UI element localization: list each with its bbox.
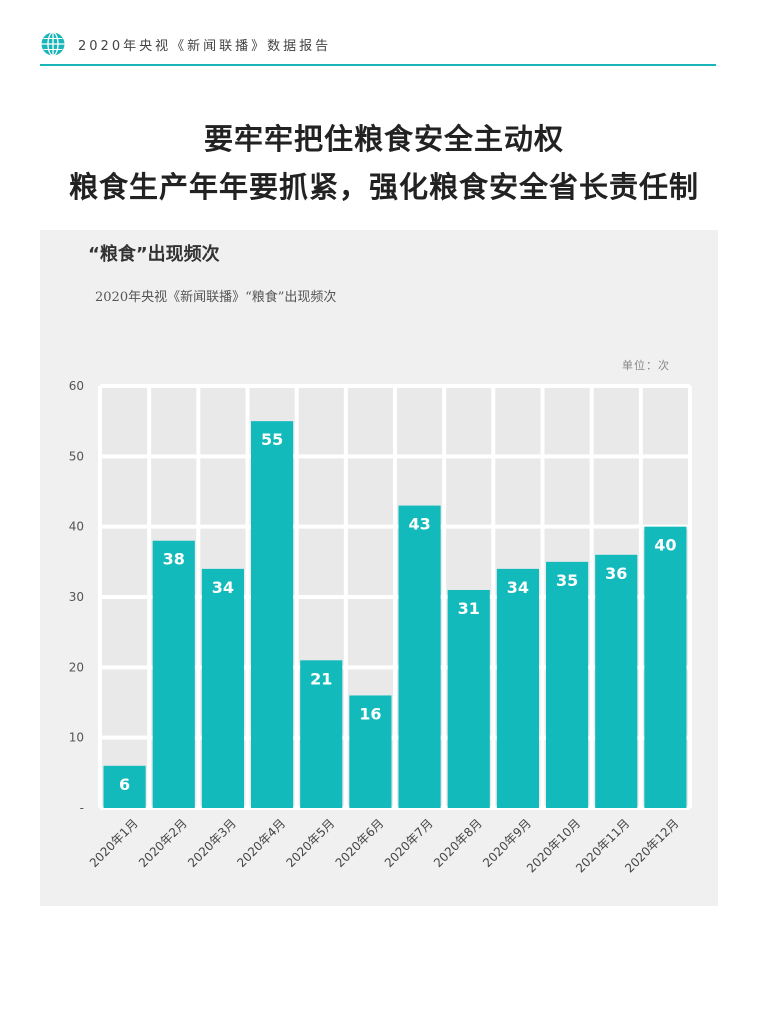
data-label: 36 xyxy=(605,564,627,583)
x-tick-label: 2020年2月 xyxy=(136,816,190,870)
unit-label: 单位：次 xyxy=(622,359,670,372)
x-tick-label: 2020年5月 xyxy=(283,816,337,870)
data-label: 35 xyxy=(556,571,578,590)
bar xyxy=(152,540,195,808)
y-tick-label: 40 xyxy=(69,520,84,534)
bar-chart: - 10 20 30 40 50 60 6 2020年1月 38 2020年2月 34 2020年3月 5… xyxy=(69,379,692,875)
bar xyxy=(251,421,294,808)
x-tick-label: 2020年9月 xyxy=(480,816,534,870)
bar xyxy=(398,505,441,808)
data-label: 43 xyxy=(408,515,430,534)
y-tick-label: 20 xyxy=(69,660,84,674)
chart-subtitle: 2020年央视《新闻联播》“粮食”出现频次 xyxy=(95,290,337,305)
data-label: 55 xyxy=(261,430,283,449)
x-tick-label: 2020年4月 xyxy=(234,816,288,870)
x-tick-label: 2020年7月 xyxy=(382,816,436,870)
x-tick-label: 2020年8月 xyxy=(431,816,485,870)
y-tick-label: - xyxy=(80,801,84,815)
y-tick-label: 30 xyxy=(69,590,84,604)
page-title-line-1: 要牢牢把住粮食安全主动权 xyxy=(203,122,564,156)
chart-title: “粮食”出现频次 xyxy=(88,244,220,265)
data-label: 38 xyxy=(163,550,185,569)
data-label: 34 xyxy=(212,578,234,597)
data-label: 40 xyxy=(654,536,676,555)
bar xyxy=(496,568,539,808)
x-tick-label: 2020年3月 xyxy=(185,816,239,870)
chart-panel: “粮食”出现频次 2020年央视《新闻联播》“粮食”出现频次 单位：次 - 10 2… xyxy=(40,230,718,906)
x-tick-label: 2020年6月 xyxy=(333,816,387,870)
y-tick-label: 50 xyxy=(69,449,84,463)
data-label: 16 xyxy=(359,704,381,723)
bar xyxy=(644,526,687,808)
bar xyxy=(300,660,343,808)
data-label: 21 xyxy=(310,669,332,688)
bar xyxy=(546,561,589,808)
y-tick-label: 10 xyxy=(69,731,84,745)
data-label: 31 xyxy=(458,599,480,618)
x-tick-label: 2020年1月 xyxy=(87,816,141,870)
bar xyxy=(103,765,146,808)
bar xyxy=(447,589,490,808)
bar xyxy=(349,695,392,808)
y-tick-label: 60 xyxy=(69,379,84,393)
data-label: 34 xyxy=(507,578,529,597)
report-header: 2020年央视《新闻联播》数据报告 xyxy=(40,28,716,66)
globe-icon xyxy=(41,31,65,57)
bar xyxy=(595,554,638,808)
header-text: 2020年央视《新闻联播》数据报告 xyxy=(78,39,332,54)
page-title-line-2: 粮食生产年年要抓紧，强化粮食安全省长责任制 xyxy=(68,170,699,204)
bar xyxy=(201,568,244,808)
data-label: 6 xyxy=(119,775,130,794)
